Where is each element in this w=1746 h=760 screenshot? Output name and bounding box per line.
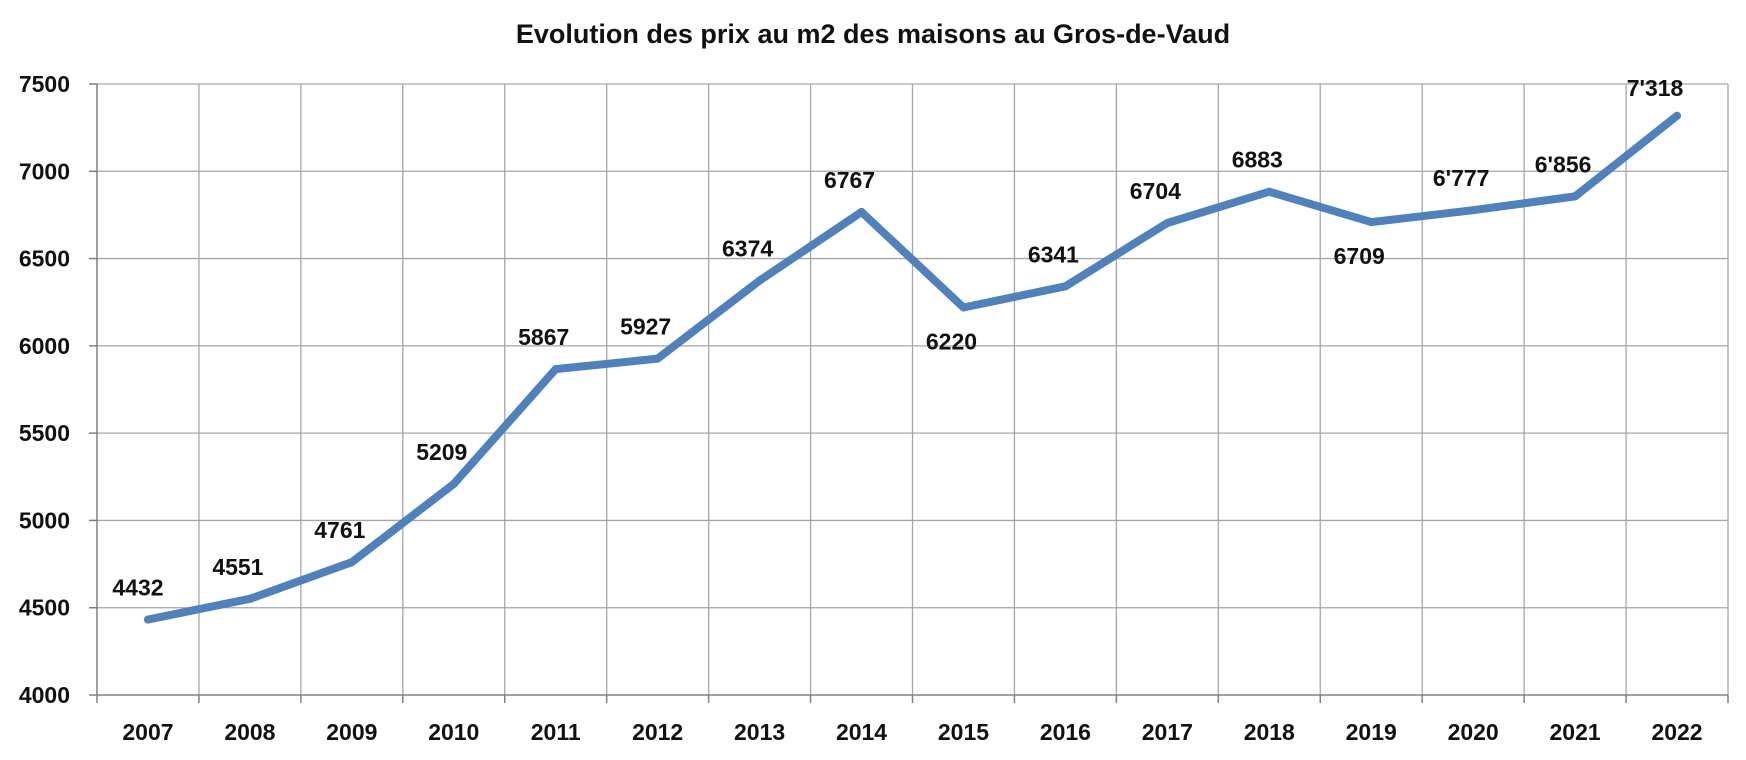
data-label: 6709	[1334, 243, 1385, 269]
data-point	[1265, 187, 1274, 196]
data-point	[1061, 282, 1070, 291]
data-label: 6341	[1028, 241, 1079, 267]
data-label: 5867	[518, 324, 569, 350]
data-label: 4551	[212, 554, 263, 580]
data-point	[857, 207, 866, 216]
axes	[89, 83, 1729, 703]
data-label: 4761	[314, 517, 365, 543]
x-tick-label: 2009	[326, 719, 377, 745]
data-label: 6'777	[1433, 165, 1490, 191]
data-label: 6704	[1130, 178, 1181, 204]
x-tick-label: 2007	[122, 719, 173, 745]
data-label: 6220	[926, 328, 977, 354]
data-label: 7'318	[1627, 75, 1684, 101]
data-point	[347, 558, 356, 567]
x-tick-label: 2008	[224, 719, 275, 745]
data-point	[143, 615, 152, 624]
data-label: 6'856	[1535, 151, 1592, 177]
y-tick-label: 7500	[19, 71, 70, 97]
y-tick-label: 4000	[19, 682, 70, 708]
series-layer	[143, 111, 1682, 624]
x-tick-label: 2015	[938, 719, 989, 745]
y-tick-label: 6000	[19, 333, 70, 359]
x-tick-label: 2014	[836, 719, 887, 745]
y-tick-label: 7000	[19, 158, 70, 184]
data-point	[1571, 192, 1580, 201]
y-tick-label: 5000	[19, 507, 70, 533]
x-tick-label: 2018	[1244, 719, 1295, 745]
data-label: 6374	[722, 236, 773, 262]
data-label: 4432	[112, 575, 163, 601]
data-point	[551, 365, 560, 374]
data-point	[959, 303, 968, 312]
data-point	[755, 276, 764, 285]
tick-labels: 4000 4500 5000 5500 6000 6500 7000 7500 2007 2008…	[19, 71, 1703, 745]
series-line	[144, 111, 1681, 624]
x-tick-label: 2022	[1651, 719, 1702, 745]
y-tick-label: 4500	[19, 595, 70, 621]
data-point	[449, 479, 458, 488]
x-tick-label: 2010	[428, 719, 479, 745]
data-point	[1469, 206, 1478, 215]
x-tick-label: 2019	[1346, 719, 1397, 745]
x-tick-label: 2012	[632, 719, 683, 745]
data-point	[1163, 218, 1172, 227]
x-tick-label: 2011	[531, 719, 581, 745]
x-tick-label: 2017	[1142, 719, 1193, 745]
chart-title: Evolution des prix au m2 des maisons au …	[516, 19, 1230, 49]
x-tick-label: 2020	[1448, 719, 1499, 745]
data-label: 5209	[416, 439, 467, 465]
y-tick-label: 5500	[19, 420, 70, 446]
data-label: 5927	[620, 314, 671, 340]
x-tick-label: 2016	[1040, 719, 1091, 745]
data-point	[1367, 218, 1376, 227]
data-label: 6767	[824, 167, 875, 193]
y-tick-label: 6500	[19, 246, 70, 272]
data-point	[245, 594, 254, 603]
data-point	[1673, 111, 1682, 120]
x-tick-label: 2021	[1550, 719, 1601, 745]
data-point	[653, 354, 662, 363]
x-tick-label: 2013	[734, 719, 785, 745]
data-label: 6883	[1232, 147, 1283, 173]
data-labels: 4432 4551 4761 5209 5867 5927 6374 6767 6220 6341…	[112, 75, 1683, 601]
